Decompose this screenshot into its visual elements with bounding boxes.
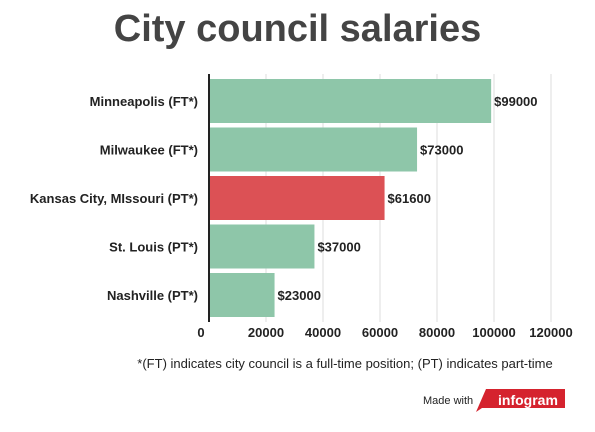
category-label: Minneapolis (FT*): [90, 94, 198, 109]
data-label: $23000: [278, 288, 321, 303]
bar: [209, 273, 275, 317]
category-label: Kansas City, MIssouri (PT*): [30, 191, 198, 206]
data-label: $99000: [494, 94, 537, 109]
data-label: $73000: [420, 143, 463, 158]
logo-text: infogram: [498, 392, 558, 408]
bar-chart: Minneapolis (FT*) $99000 Milwaukee (FT*) $7…: [30, 74, 573, 340]
x-tick-label: 80000: [419, 325, 455, 340]
data-label: $61600: [388, 191, 431, 206]
x-tick-label: 40000: [305, 325, 341, 340]
chart-title: City council salaries: [113, 8, 482, 50]
category-label: Milwaukee (FT*): [100, 143, 198, 158]
bar: [209, 79, 492, 123]
data-label: $37000: [317, 240, 360, 255]
x-tick-label: 20000: [248, 325, 284, 340]
x-tick-label: 100000: [472, 325, 515, 340]
x-tick-label: 120000: [529, 325, 572, 340]
logo-badge-shape: [476, 389, 565, 412]
made-with-label: Made with: [423, 395, 474, 407]
x-tick-label: 0: [197, 325, 204, 340]
category-label: St. Louis (PT*): [109, 240, 198, 255]
category-label: Nashville (PT*): [107, 288, 198, 303]
bar: [209, 176, 385, 220]
infogram-logo[interactable]: infogram: [476, 389, 565, 412]
x-tick-label: 60000: [362, 325, 398, 340]
bar: [209, 127, 418, 172]
bar: [209, 224, 315, 269]
footnote: *(FT) indicates city council is a full-t…: [137, 356, 553, 371]
